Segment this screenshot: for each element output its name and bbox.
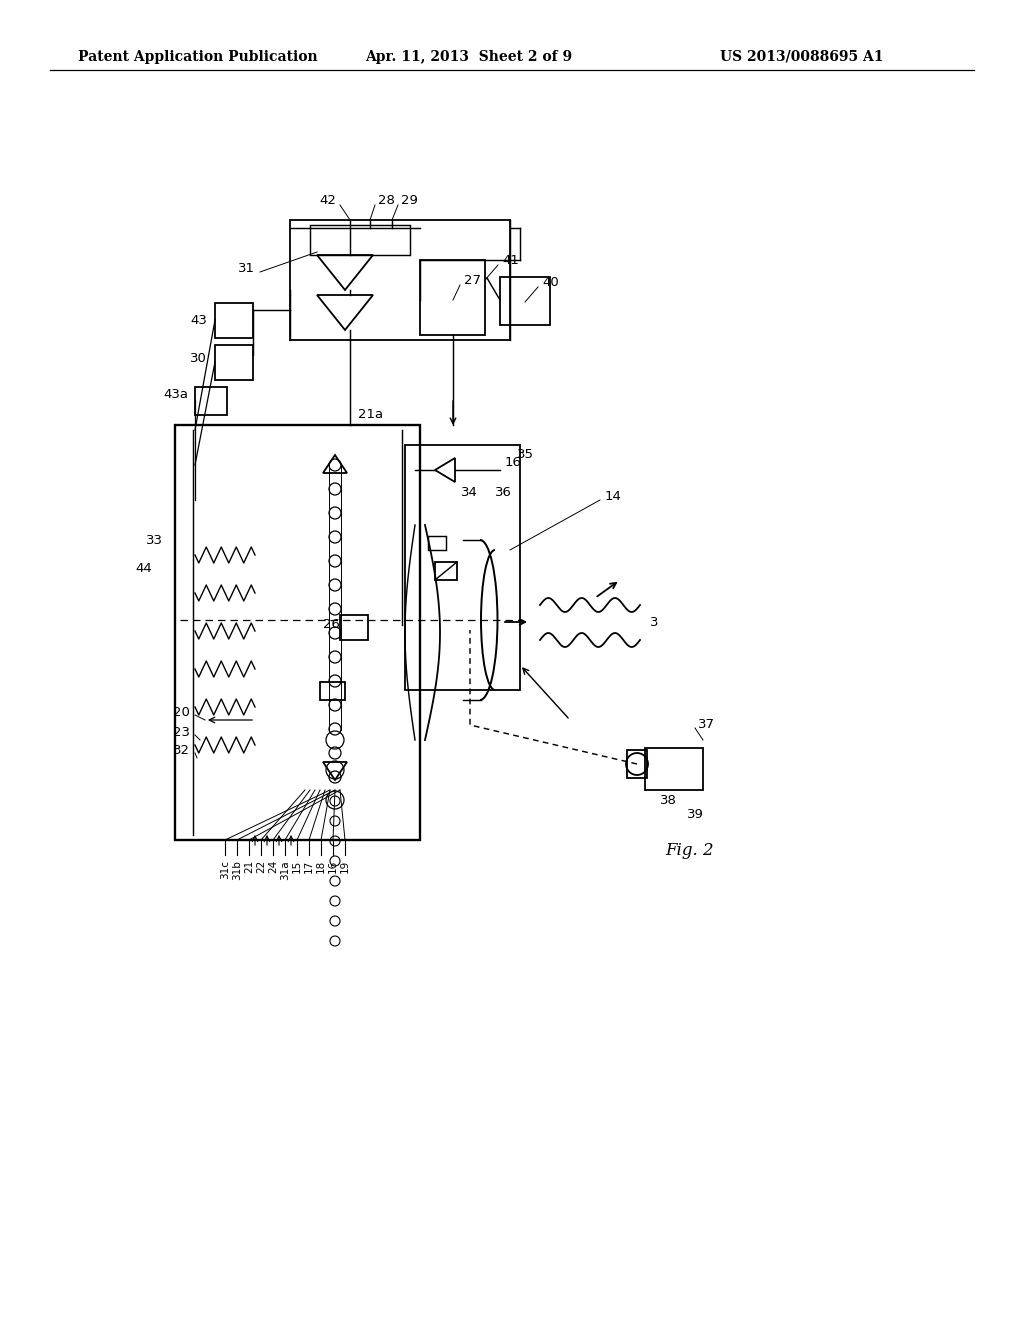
- Text: 42: 42: [319, 194, 336, 206]
- Text: 34: 34: [461, 487, 478, 499]
- Text: 27: 27: [464, 275, 481, 288]
- Text: 20: 20: [173, 705, 190, 718]
- Text: US 2013/0088695 A1: US 2013/0088695 A1: [720, 50, 884, 63]
- Bar: [195, 387, 227, 414]
- Text: 29: 29: [401, 194, 418, 206]
- Text: 3: 3: [650, 615, 658, 628]
- Text: 33: 33: [146, 533, 163, 546]
- Bar: [435, 562, 457, 579]
- Text: 31c: 31c: [220, 861, 230, 879]
- Bar: [175, 425, 420, 840]
- Text: 15: 15: [292, 861, 302, 874]
- Text: 30: 30: [190, 351, 207, 364]
- Text: Fig. 2: Fig. 2: [665, 842, 714, 859]
- Text: 41: 41: [502, 255, 519, 268]
- Bar: [428, 536, 446, 550]
- Text: 31b: 31b: [232, 861, 242, 880]
- Text: 28: 28: [378, 194, 395, 206]
- Bar: [406, 445, 520, 690]
- Text: 38: 38: [660, 793, 677, 807]
- Text: 16: 16: [505, 457, 522, 470]
- Bar: [310, 224, 410, 255]
- Text: 21: 21: [244, 861, 254, 874]
- Polygon shape: [435, 458, 455, 482]
- Bar: [420, 260, 485, 335]
- Text: 39: 39: [687, 808, 703, 821]
- Text: 43a: 43a: [163, 388, 188, 400]
- Text: 17: 17: [304, 861, 314, 874]
- Text: 32: 32: [173, 743, 190, 756]
- Bar: [215, 304, 253, 338]
- Text: 44: 44: [135, 561, 152, 574]
- Bar: [627, 750, 647, 777]
- Text: 16: 16: [328, 861, 338, 874]
- Text: 24: 24: [268, 861, 278, 874]
- Text: 26: 26: [324, 619, 340, 631]
- Bar: [340, 615, 368, 640]
- Bar: [645, 748, 703, 789]
- Text: 36: 36: [495, 487, 512, 499]
- Bar: [290, 220, 510, 341]
- Text: 40: 40: [542, 276, 559, 289]
- Text: 18: 18: [316, 861, 326, 874]
- Text: 19: 19: [340, 861, 350, 874]
- Text: 14: 14: [605, 491, 622, 503]
- Text: 43: 43: [190, 314, 207, 326]
- Text: Patent Application Publication: Patent Application Publication: [78, 50, 317, 63]
- Text: Apr. 11, 2013  Sheet 2 of 9: Apr. 11, 2013 Sheet 2 of 9: [365, 50, 572, 63]
- Text: 31: 31: [238, 261, 255, 275]
- Text: 23: 23: [173, 726, 190, 738]
- Bar: [319, 682, 345, 700]
- Bar: [500, 277, 550, 325]
- Text: 37: 37: [698, 718, 715, 731]
- Text: 35: 35: [517, 449, 534, 462]
- Text: 21a: 21a: [358, 408, 383, 421]
- Bar: [215, 345, 253, 380]
- Text: 22: 22: [256, 861, 266, 874]
- Text: 31a: 31a: [280, 861, 290, 879]
